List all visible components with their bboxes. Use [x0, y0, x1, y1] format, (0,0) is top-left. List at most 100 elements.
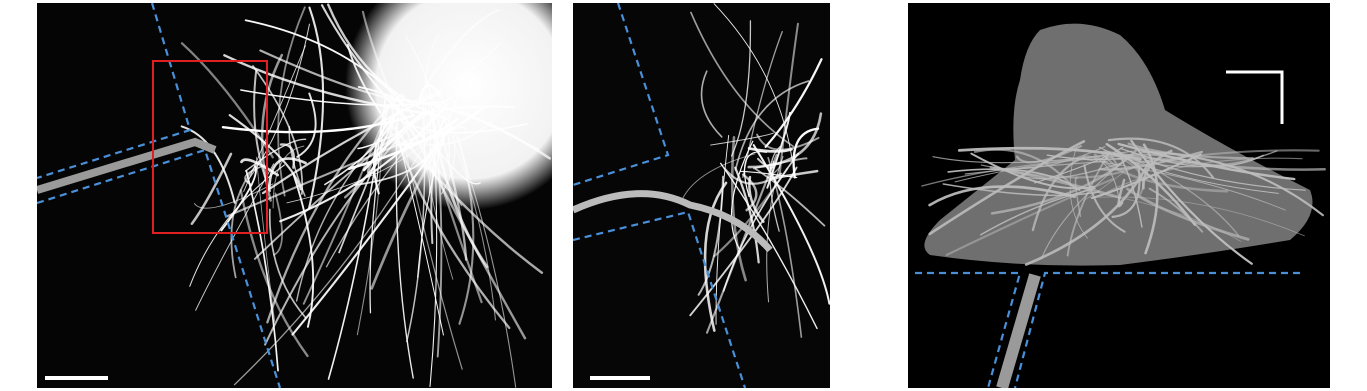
- fiber: [778, 22, 799, 178]
- fiber: [703, 181, 728, 332]
- fibers: [921, 137, 1326, 266]
- fiber: [1034, 146, 1124, 184]
- fiber: [395, 104, 414, 379]
- fiber: [1083, 164, 1126, 233]
- fiber: [372, 109, 401, 195]
- fiber: [427, 100, 432, 194]
- fiber: [1131, 157, 1240, 237]
- fiber: [747, 112, 823, 169]
- fiber: [296, 92, 317, 158]
- fiber: [1098, 146, 1279, 194]
- channel-edge: [573, 210, 747, 388]
- fiber: [308, 6, 325, 210]
- fiber: [713, 167, 789, 258]
- fiber: [277, 6, 306, 197]
- fiber: [734, 80, 810, 171]
- panel-right: [908, 3, 1330, 388]
- fiber: [679, 153, 756, 204]
- fiber: [1148, 187, 1204, 233]
- fiber: [740, 170, 798, 179]
- fiber: [689, 166, 798, 317]
- fiber: [421, 119, 454, 280]
- fiber: [259, 49, 389, 99]
- fiber: [1126, 187, 1250, 241]
- channel-edge: [573, 3, 670, 187]
- fiber: [1141, 150, 1324, 217]
- fiber: [347, 117, 459, 171]
- fiber: [752, 144, 830, 305]
- panel-middle: [573, 3, 830, 388]
- fiber: [428, 105, 515, 115]
- fiber: [1020, 162, 1122, 180]
- fiber: [764, 58, 823, 148]
- fiber: [1015, 145, 1082, 164]
- fiber: [742, 31, 783, 178]
- fiber: [441, 110, 456, 195]
- neurite: [573, 190, 773, 253]
- fiber: [244, 164, 266, 186]
- fiber: [947, 168, 1081, 191]
- fiber: [195, 163, 275, 311]
- fiber: [957, 146, 1142, 161]
- channel-edge: [37, 148, 282, 388]
- fiber: [346, 44, 382, 114]
- fiber: [388, 97, 551, 160]
- fiber: [1080, 158, 1286, 211]
- fiber: [1107, 137, 1215, 179]
- fiber: [690, 11, 794, 148]
- fiber: [1103, 150, 1326, 171]
- fiber: [396, 105, 487, 146]
- fiber: [190, 152, 233, 225]
- scale-bracket: [1226, 70, 1284, 124]
- fiber: [741, 173, 758, 212]
- fiber: [421, 9, 500, 92]
- fibers: [180, 3, 551, 388]
- fiber: [1031, 155, 1086, 232]
- fiber: [273, 192, 283, 256]
- fiber: [436, 148, 481, 185]
- fiber: [429, 147, 483, 304]
- fiber: [792, 127, 820, 179]
- fiber: [255, 156, 276, 323]
- panel-left: [37, 3, 552, 388]
- fiber: [366, 135, 388, 174]
- fiber: [451, 102, 540, 150]
- channel-edge: [37, 3, 192, 180]
- fiber: [766, 155, 784, 303]
- fiber: [223, 54, 436, 116]
- fiber: [302, 91, 396, 305]
- fibers: [679, 3, 830, 338]
- fiber: [713, 3, 793, 161]
- fiber: [1083, 155, 1121, 205]
- fiber: [438, 90, 517, 388]
- fiber: [715, 135, 730, 325]
- fiber: [402, 138, 463, 370]
- zoom-box: [152, 60, 268, 234]
- fiber: [1093, 153, 1229, 193]
- fiber: [243, 45, 306, 192]
- fiber: [417, 84, 441, 105]
- fiber: [252, 65, 304, 195]
- fiber: [928, 185, 1076, 207]
- fiber: [766, 111, 791, 189]
- fiber: [730, 136, 747, 282]
- fiber: [989, 166, 1122, 200]
- fiber: [1115, 154, 1145, 196]
- neurite-in-channel: [37, 137, 217, 194]
- fiber: [240, 89, 446, 106]
- fiber: [1105, 157, 1303, 193]
- fiber: [932, 150, 1133, 164]
- fiber: [189, 164, 285, 287]
- fiber: [700, 70, 723, 138]
- neurite-in-channel: [996, 273, 1041, 388]
- fiber: [980, 187, 1096, 236]
- fiber: [233, 114, 443, 386]
- fiber: [1040, 159, 1127, 260]
- fiber: [1099, 193, 1242, 242]
- fiber: [220, 165, 257, 232]
- fiber: [747, 147, 793, 153]
- fiber: [1119, 155, 1143, 228]
- fiber: [245, 138, 307, 172]
- fiber: [980, 146, 1106, 170]
- fiber: [279, 143, 296, 169]
